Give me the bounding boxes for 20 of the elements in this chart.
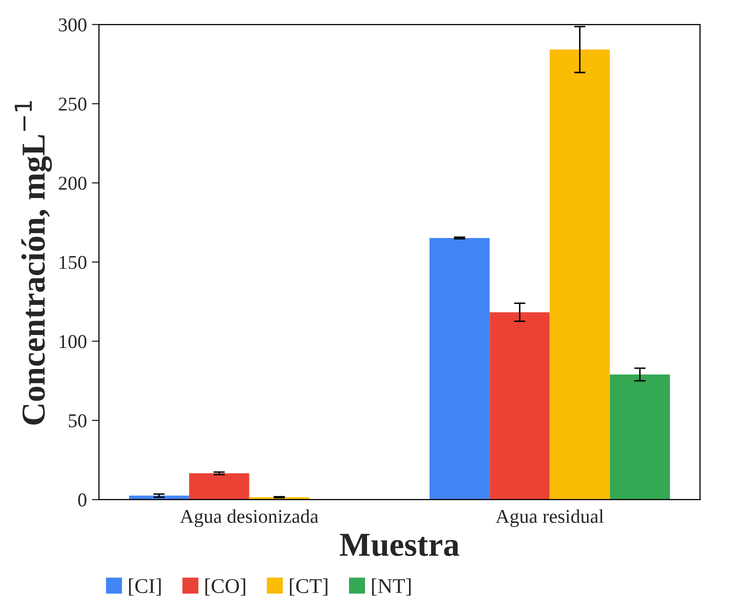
y-tick-label: 0: [78, 493, 86, 507]
bar: [189, 473, 250, 500]
bar: [490, 312, 550, 500]
y-tick-label: 100: [60, 335, 86, 348]
legend-label: [CI]: [129, 578, 161, 596]
x-tick-label: Agua residual: [496, 509, 604, 528]
bar: [430, 238, 490, 500]
x-tick-label: Agua desionizada: [180, 509, 318, 528]
y-tick-label: 150: [60, 256, 86, 269]
y-tick-label: 300: [58, 18, 86, 32]
y-tick-label: 250: [58, 98, 86, 111]
x-axis-title: Muestra: [340, 534, 460, 556]
bar: [550, 50, 610, 500]
y-axis-title: Concentración, mgL$^{−1}$: [14, 101, 52, 425]
legend-label: [NT]: [372, 578, 411, 596]
legend-label: [CT]: [290, 578, 328, 596]
y-tick-label: 50: [68, 414, 86, 428]
y-tick-label: 200: [58, 176, 86, 190]
legend-label: [CO]: [205, 578, 246, 596]
bar: [610, 374, 670, 500]
